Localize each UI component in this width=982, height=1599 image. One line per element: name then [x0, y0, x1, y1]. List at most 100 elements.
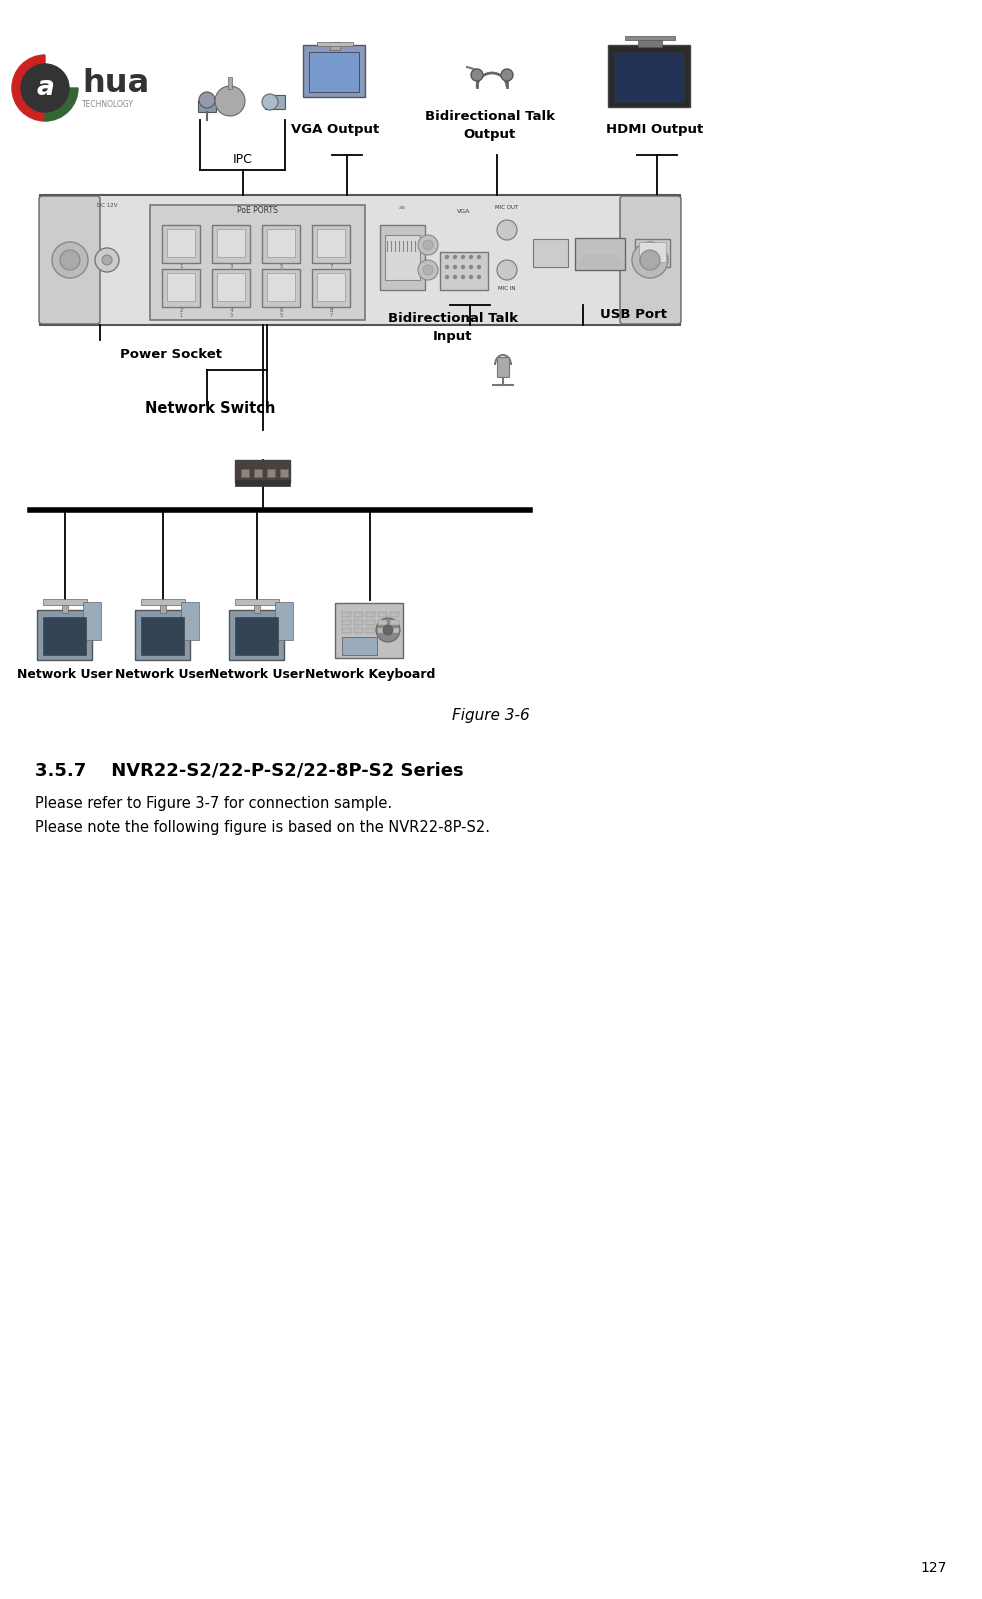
Bar: [354, 620, 363, 625]
Bar: [378, 612, 387, 617]
Text: HDMI Output: HDMI Output: [606, 123, 704, 136]
Text: USB Port: USB Port: [600, 309, 667, 321]
Bar: [608, 45, 690, 107]
Circle shape: [215, 86, 245, 117]
Bar: [262, 225, 300, 262]
Circle shape: [376, 617, 400, 643]
Circle shape: [95, 248, 119, 272]
Bar: [162, 269, 200, 307]
Bar: [47, 600, 83, 604]
Bar: [212, 225, 250, 262]
Bar: [378, 628, 387, 633]
Text: Network Keyboard: Network Keyboard: [304, 668, 435, 681]
Bar: [390, 620, 399, 625]
Circle shape: [462, 256, 464, 259]
Bar: [614, 53, 684, 102]
Bar: [342, 620, 351, 625]
Bar: [354, 628, 363, 633]
Bar: [390, 628, 399, 633]
Bar: [312, 269, 350, 307]
Text: 6: 6: [279, 309, 283, 313]
Bar: [342, 636, 377, 656]
Text: 8: 8: [329, 309, 333, 313]
Circle shape: [454, 275, 457, 278]
Circle shape: [446, 275, 449, 278]
Bar: [254, 601, 260, 612]
Bar: [239, 600, 275, 604]
Bar: [330, 42, 340, 50]
Bar: [366, 628, 375, 633]
Bar: [262, 269, 300, 307]
Bar: [229, 609, 284, 660]
Text: 5: 5: [279, 264, 283, 269]
Bar: [638, 37, 662, 46]
Circle shape: [454, 256, 457, 259]
Circle shape: [418, 261, 438, 280]
Text: Network User: Network User: [18, 668, 113, 681]
Bar: [354, 612, 363, 617]
Bar: [212, 269, 250, 307]
Text: PoE PORTS: PoE PORTS: [237, 206, 278, 214]
Bar: [639, 241, 666, 262]
Bar: [167, 273, 195, 301]
Text: DC 12V: DC 12V: [97, 203, 117, 208]
Bar: [275, 601, 293, 640]
Bar: [43, 600, 87, 604]
FancyBboxPatch shape: [620, 197, 681, 325]
Text: MIC IN: MIC IN: [498, 286, 516, 291]
Circle shape: [418, 235, 438, 254]
Bar: [280, 469, 288, 477]
Text: Input: Input: [433, 329, 472, 344]
Circle shape: [52, 241, 88, 278]
Circle shape: [469, 256, 472, 259]
Circle shape: [501, 69, 513, 82]
Bar: [380, 225, 425, 289]
Circle shape: [477, 265, 480, 269]
Bar: [533, 238, 568, 267]
Bar: [83, 601, 101, 640]
Bar: [390, 612, 399, 617]
Bar: [385, 235, 420, 280]
Text: 127: 127: [920, 1561, 947, 1575]
Bar: [160, 601, 166, 612]
Bar: [309, 53, 359, 93]
Circle shape: [640, 249, 660, 270]
Circle shape: [477, 275, 480, 278]
Circle shape: [12, 54, 78, 122]
Circle shape: [446, 256, 449, 259]
Bar: [342, 628, 351, 633]
Bar: [43, 617, 86, 656]
Circle shape: [462, 275, 464, 278]
Circle shape: [497, 221, 517, 240]
Circle shape: [469, 265, 472, 269]
Bar: [162, 225, 200, 262]
Bar: [37, 609, 92, 660]
Bar: [267, 229, 295, 257]
Bar: [235, 461, 290, 481]
Text: 1: 1: [180, 313, 183, 318]
Text: Please note the following figure is based on the NVR22-8P-S2.: Please note the following figure is base…: [35, 820, 490, 835]
Bar: [181, 601, 199, 640]
Text: Network User: Network User: [115, 668, 211, 681]
Text: Bidirectional Talk: Bidirectional Talk: [425, 110, 555, 123]
Text: 1: 1: [180, 264, 183, 269]
Circle shape: [60, 249, 80, 270]
Bar: [366, 612, 375, 617]
Text: Output: Output: [464, 128, 517, 141]
Bar: [366, 620, 375, 625]
Bar: [317, 42, 353, 46]
Circle shape: [454, 265, 457, 269]
Bar: [141, 617, 184, 656]
Bar: [217, 229, 245, 257]
Circle shape: [469, 275, 472, 278]
Bar: [235, 480, 290, 486]
Text: aa: aa: [399, 205, 406, 209]
Circle shape: [102, 254, 112, 265]
Bar: [198, 101, 216, 112]
Bar: [241, 469, 249, 477]
Text: hua: hua: [82, 67, 149, 99]
Text: 3: 3: [230, 313, 233, 318]
Text: 5: 5: [280, 313, 283, 318]
Wedge shape: [12, 54, 45, 122]
Bar: [235, 617, 278, 656]
